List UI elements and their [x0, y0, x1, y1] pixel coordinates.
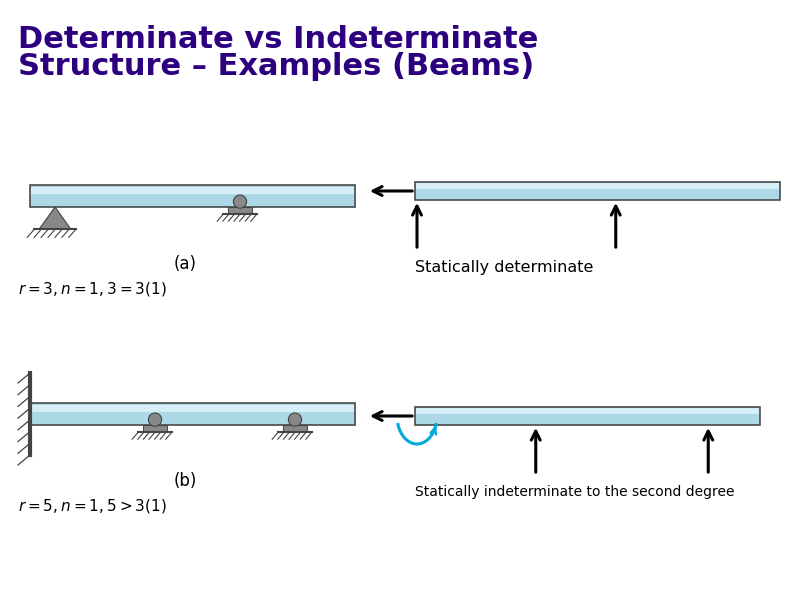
Bar — [30, 185, 355, 207]
Text: (a): (a) — [174, 255, 197, 273]
Polygon shape — [39, 207, 71, 229]
Bar — [283, 425, 307, 432]
Bar — [415, 182, 780, 200]
Bar — [416, 409, 759, 414]
Bar — [228, 207, 252, 214]
Text: Statically indeterminate to the second degree: Statically indeterminate to the second d… — [415, 485, 734, 499]
Bar — [31, 187, 354, 194]
Text: Statically determinate: Statically determinate — [415, 260, 594, 275]
Bar — [416, 184, 779, 189]
Bar — [415, 407, 760, 425]
Circle shape — [234, 195, 246, 208]
Text: (b): (b) — [174, 472, 197, 490]
Text: Structure – Examples (Beams): Structure – Examples (Beams) — [18, 52, 534, 81]
Circle shape — [149, 413, 162, 426]
Text: Determinate vs Indeterminate: Determinate vs Indeterminate — [18, 25, 538, 54]
Bar — [31, 405, 354, 412]
Circle shape — [288, 413, 302, 426]
Text: $r = 5, n = 1, 5 > 3(1)$: $r = 5, n = 1, 5 > 3(1)$ — [18, 497, 166, 515]
Text: $r = 3, n = 1, 3 = 3(1)$: $r = 3, n = 1, 3 = 3(1)$ — [18, 280, 166, 298]
Bar — [143, 425, 167, 432]
Bar — [30, 403, 355, 425]
